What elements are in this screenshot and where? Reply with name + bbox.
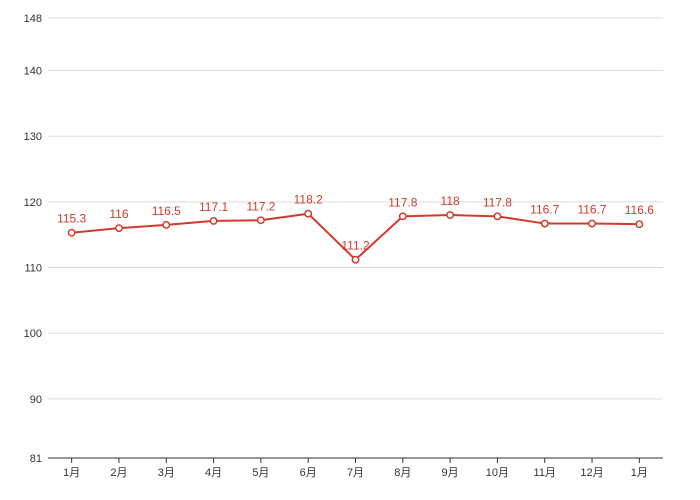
series-line [72, 214, 640, 260]
y-tick-label: 110 [24, 263, 42, 275]
data-label: 116.7 [530, 203, 559, 217]
y-tick-label: 81 [30, 453, 42, 465]
x-tick-label: 4月 [205, 467, 222, 479]
y-tick-label: 90 [30, 394, 42, 406]
y-tick-label: 130 [24, 131, 42, 143]
data-label: 117.8 [388, 195, 417, 209]
y-tick-label: 148 [24, 13, 42, 25]
x-tick-label: 7月 [347, 467, 364, 479]
data-label: 117.8 [483, 195, 512, 209]
series-marker [305, 211, 311, 217]
chart-svg: 81 90 100 110 120 130 140 148 1月 2月 3月 4月 5月 6月 7月 8月 9月… [0, 0, 700, 500]
data-label: 118.2 [294, 193, 323, 207]
series-marker [542, 220, 548, 226]
x-tick-label: 1月 [631, 467, 648, 479]
data-label: 116.6 [625, 203, 654, 217]
x-tick-label: 2月 [110, 467, 127, 479]
series-marker [400, 213, 406, 219]
series-marker [163, 222, 169, 228]
x-tick-label: 1月 [63, 467, 80, 479]
series-marker [258, 217, 264, 223]
data-label: 117.1 [199, 200, 228, 214]
data-label: 117.2 [246, 199, 275, 213]
data-label: 116 [109, 207, 128, 221]
x-tick-label: 11月 [534, 467, 556, 479]
x-tick-label: 10月 [486, 467, 509, 479]
series-marker [116, 225, 122, 231]
y-tick-label: 120 [24, 197, 42, 209]
series-marker [352, 256, 358, 262]
series-marker [447, 212, 453, 218]
data-label: 116.7 [577, 203, 606, 217]
data-label: 115.3 [57, 212, 86, 226]
x-tick-label: 9月 [442, 467, 459, 479]
x-tick-label: 6月 [300, 467, 317, 479]
data-label: 111.2 [341, 239, 370, 253]
x-tick-label: 5月 [252, 467, 269, 479]
x-tick-label: 3月 [158, 467, 175, 479]
line-chart: 81 90 100 110 120 130 140 148 1月 2月 3月 4月 5月 6月 7月 8月 9月… [0, 0, 700, 500]
data-label: 118 [441, 194, 460, 208]
series-marker [68, 230, 74, 236]
series-marker [210, 218, 216, 224]
y-tick-label: 140 [24, 66, 42, 78]
data-label: 116.5 [152, 204, 181, 218]
y-tick-label: 100 [24, 328, 42, 340]
series-marker [636, 221, 642, 227]
x-tick-label: 8月 [394, 467, 411, 479]
series-marker [494, 213, 500, 219]
series-marker [589, 220, 595, 226]
x-tick-label: 12月 [580, 467, 603, 479]
